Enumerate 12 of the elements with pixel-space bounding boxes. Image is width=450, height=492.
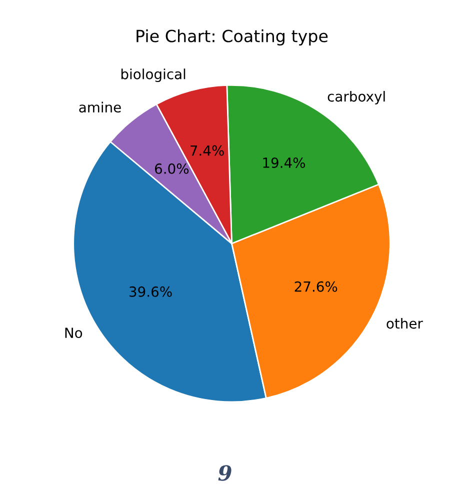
slice-label: carboxyl bbox=[328, 90, 385, 104]
slice-label: other bbox=[386, 318, 423, 329]
data-label: 6.0% bbox=[155, 163, 189, 174]
data-label: 7.4% bbox=[190, 145, 224, 156]
slice-label: amine bbox=[79, 102, 121, 113]
data-label: 39.6% bbox=[130, 286, 172, 297]
data-label: 27.6% bbox=[294, 281, 338, 292]
chart-title: Pie Chart: Coating type bbox=[136, 29, 328, 46]
slice-label: biological bbox=[121, 68, 186, 82]
data-label: 19.4% bbox=[263, 158, 306, 168]
slice-label: No bbox=[65, 328, 82, 338]
text: 9 bbox=[218, 465, 232, 481]
